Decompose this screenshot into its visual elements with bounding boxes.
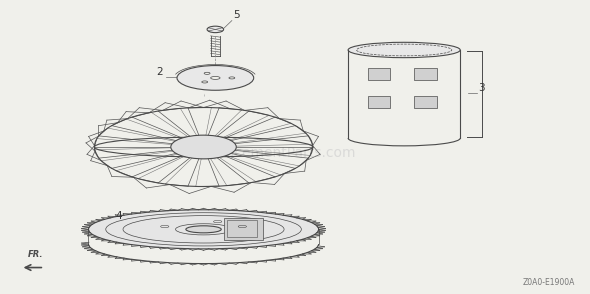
- Bar: [227, 220, 257, 237]
- Text: 3: 3: [478, 83, 484, 93]
- Text: FR.: FR.: [28, 250, 44, 259]
- Bar: [224, 218, 263, 240]
- Text: 4: 4: [115, 211, 122, 221]
- Bar: [414, 68, 437, 80]
- Text: Z0A0-E1900A: Z0A0-E1900A: [523, 278, 575, 287]
- Bar: [368, 68, 390, 80]
- Ellipse shape: [211, 76, 220, 79]
- Ellipse shape: [171, 135, 236, 159]
- Ellipse shape: [202, 81, 208, 83]
- Text: 5: 5: [233, 10, 240, 20]
- Ellipse shape: [177, 66, 254, 90]
- Ellipse shape: [229, 77, 235, 79]
- Ellipse shape: [207, 26, 224, 33]
- Text: eReplacementParts.com: eReplacementParts.com: [187, 146, 356, 160]
- Text: 2: 2: [156, 67, 163, 77]
- Ellipse shape: [348, 42, 460, 58]
- Ellipse shape: [88, 210, 319, 249]
- Ellipse shape: [204, 72, 210, 74]
- Bar: [368, 96, 390, 108]
- Bar: [414, 96, 437, 108]
- Ellipse shape: [186, 226, 221, 233]
